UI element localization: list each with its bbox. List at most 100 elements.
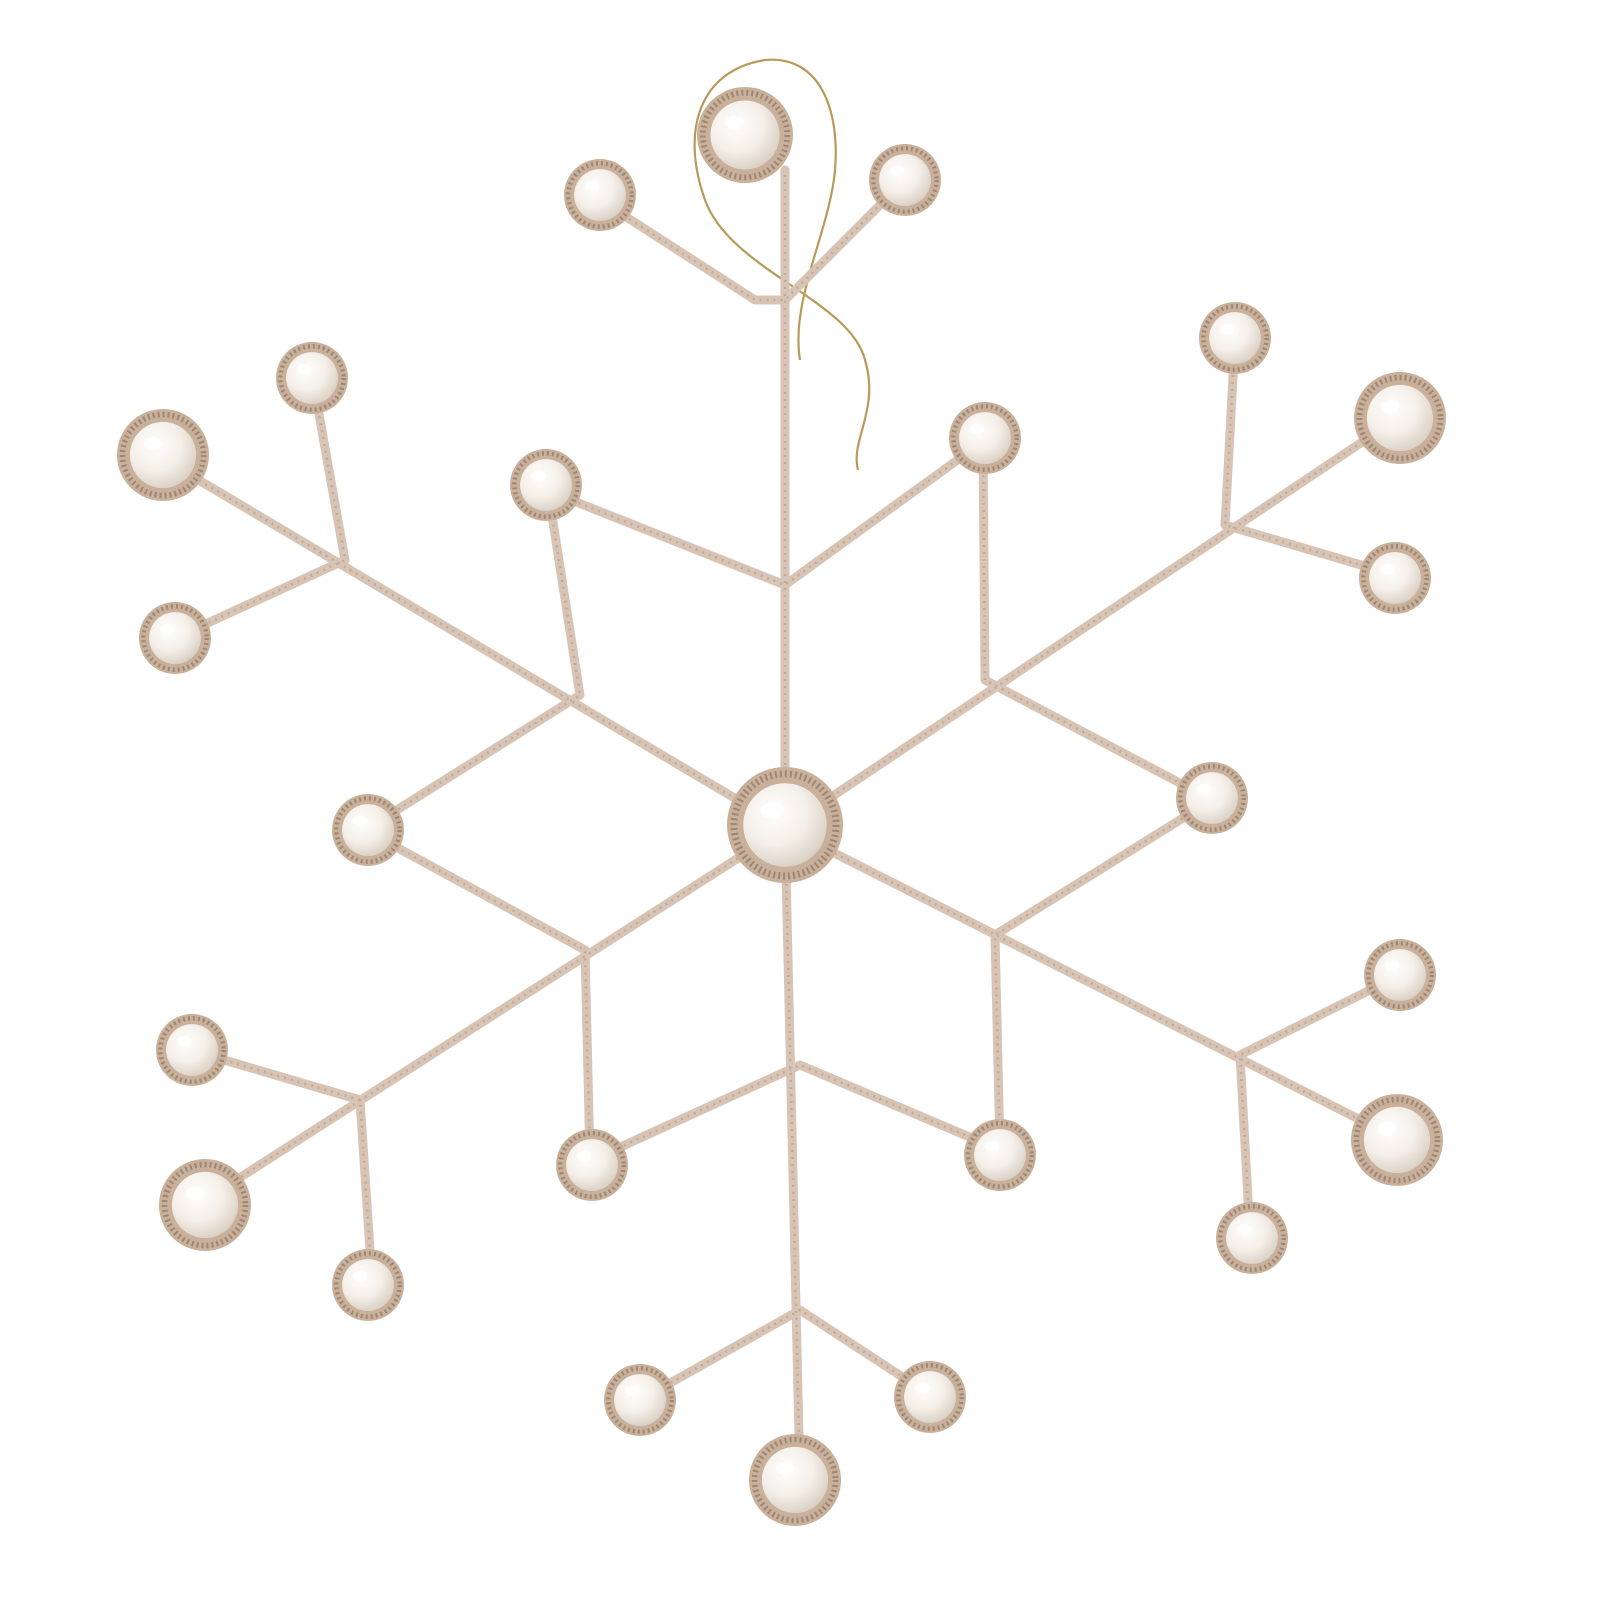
pearl-bead — [129, 421, 197, 489]
pearl — [1216, 1202, 1288, 1274]
pearl — [556, 1129, 628, 1201]
pearl-highlight — [352, 815, 368, 827]
pearl — [1199, 302, 1271, 374]
pearl-highlight — [724, 116, 745, 130]
pearl-bezel-beading — [1178, 764, 1246, 832]
pearl-highlight — [760, 802, 784, 819]
pearl-highlight — [969, 423, 985, 435]
pearl-highlight — [984, 1140, 1000, 1152]
pearl — [332, 794, 404, 866]
pearl-highlight — [1384, 960, 1400, 972]
pearl-bead — [710, 100, 780, 170]
pearl-bezel-beading — [896, 1363, 964, 1431]
pearl — [156, 1014, 228, 1086]
pearl-bead — [566, 1139, 618, 1191]
pearl-bezel-beading — [966, 1121, 1034, 1189]
pearl-bead — [149, 612, 201, 664]
pearl — [332, 1249, 404, 1321]
pearl-highlight — [584, 180, 600, 192]
pearl-bead — [1369, 552, 1421, 604]
pearl — [276, 342, 348, 414]
pearl-bezel-beading — [730, 770, 840, 880]
pearl-bezel-beading — [1353, 1096, 1441, 1184]
bottom-tip-pearl — [749, 1434, 841, 1526]
pearl — [894, 1361, 966, 1433]
pearl-bezel-beading — [334, 1251, 402, 1319]
top-tip-pearl — [697, 87, 793, 183]
arm-tip-pearl — [1354, 372, 1446, 464]
pearl-bead — [166, 1024, 218, 1076]
pearl — [564, 159, 636, 231]
pearl-bead — [974, 1129, 1026, 1181]
pearl-bezel-beading — [512, 451, 580, 519]
center-pearl — [727, 767, 843, 883]
pearl — [964, 1119, 1036, 1191]
pearl-highlight — [530, 470, 546, 482]
pearl-bead — [614, 1374, 666, 1426]
pearl-highlight — [159, 623, 175, 635]
pearl-bead — [1226, 1212, 1278, 1264]
pearl-bezel-beading — [1201, 304, 1269, 372]
pearl — [869, 144, 941, 216]
pearl-bezel-beading — [558, 1131, 626, 1199]
pearl-highlight — [296, 363, 312, 375]
pearl-highlight — [185, 1187, 205, 1200]
pearl-bead — [342, 1259, 394, 1311]
pearl — [510, 449, 582, 521]
pearl-bead — [1363, 1106, 1431, 1174]
pearl-bezel-beading — [1366, 941, 1434, 1009]
pearl — [949, 402, 1021, 474]
pearl-bead — [1366, 384, 1434, 452]
pearl-bead — [520, 459, 572, 511]
hanging-string — [693, 58, 871, 471]
pearl-bead — [342, 804, 394, 856]
pearl-highlight — [775, 1462, 795, 1475]
pearl — [1364, 939, 1436, 1011]
pearl-bezel-beading — [1361, 544, 1429, 612]
arm-tip-pearl — [1351, 1094, 1443, 1186]
pearl-bead — [574, 169, 626, 221]
pearl-bezel-beading — [566, 161, 634, 229]
arm-tip-pearl — [117, 409, 209, 501]
pearl-bead — [761, 1446, 829, 1514]
pearl-bead — [743, 783, 827, 867]
pearl-highlight — [1377, 1122, 1397, 1135]
pearl-bezel-beading — [606, 1366, 674, 1434]
pearl-bead — [879, 154, 931, 206]
pearl-highlight — [1196, 783, 1212, 795]
pearl-bead — [1186, 772, 1238, 824]
pearl-highlight — [1236, 1223, 1252, 1235]
pearl-highlight — [576, 1150, 592, 1162]
pearl-highlight — [914, 1382, 930, 1394]
pearl-bezel-beading — [334, 796, 402, 864]
pearl-highlight — [352, 1270, 368, 1282]
pearl-set — [117, 87, 1446, 1526]
pearl-bead — [904, 1371, 956, 1423]
pearl-highlight — [1379, 563, 1395, 575]
pearl-bezel-beading — [871, 146, 939, 214]
pearl — [604, 1364, 676, 1436]
pearl-bead — [286, 352, 338, 404]
pearl-highlight — [1219, 323, 1235, 335]
pearl-bezel-beading — [699, 89, 791, 181]
pearl-bezel-beading — [278, 344, 346, 412]
pearl-highlight — [889, 165, 905, 177]
pearl-bezel-beading — [951, 404, 1019, 472]
pearl-bezel-beading — [161, 1161, 249, 1249]
pearl-highlight — [624, 1385, 640, 1397]
pearl-bead — [1209, 312, 1261, 364]
arm-tip-pearl — [159, 1159, 251, 1251]
pearl-highlight — [1380, 400, 1400, 413]
pearl — [1176, 762, 1248, 834]
pearl-bezel-beading — [141, 604, 209, 672]
pearl-bead — [959, 412, 1011, 464]
wire-glitter — [164, 170, 1401, 1481]
pearl-bead — [171, 1171, 239, 1239]
pearl-bezel-beading — [751, 1436, 839, 1524]
pearl-bezel-beading — [1356, 374, 1444, 462]
pearl-bead — [1374, 949, 1426, 1001]
pearl-highlight — [143, 437, 163, 450]
pearl-bezel-beading — [1218, 1204, 1286, 1272]
